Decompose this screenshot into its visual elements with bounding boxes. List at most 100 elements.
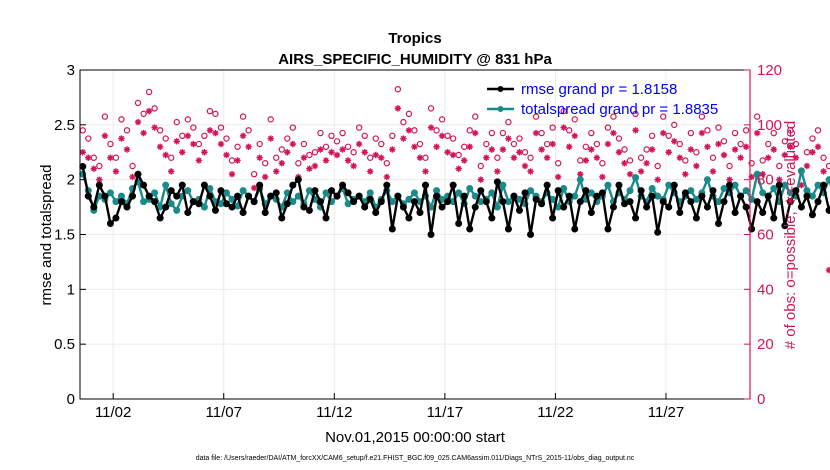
obs-possible-point <box>96 162 103 170</box>
obs-evaluated-point <box>278 160 285 167</box>
axes: 0 0.5 1 1.5 2 2.5 3 0 20 40 60 80 100 120 11/02 11/07 11… <box>54 62 782 421</box>
obs-evaluated-point <box>212 129 219 137</box>
obs-possible-point <box>427 105 435 112</box>
obs-evaluated-point <box>284 149 291 156</box>
obs-possible-point <box>510 140 518 148</box>
obs-evaluated-point <box>787 143 794 150</box>
rmse-point <box>234 192 242 200</box>
rmse-point <box>79 163 87 171</box>
y-tick-label-right: 0 <box>757 391 765 408</box>
obs-evaluated-point <box>411 143 418 150</box>
obs-evaluated-point <box>477 176 484 183</box>
obs-evaluated-point <box>693 162 700 170</box>
obs-possible-point <box>582 143 590 150</box>
obs-possible-point <box>267 116 274 123</box>
obs-evaluated-point <box>648 146 656 153</box>
rmse-point <box>510 192 518 200</box>
rmse-point <box>825 206 830 214</box>
obs-evaluated-point <box>510 154 518 161</box>
totalspread-point <box>632 173 640 181</box>
rmse-point <box>786 198 794 206</box>
obs-evaluated-point <box>814 143 822 150</box>
obs-possible-point <box>803 149 811 156</box>
obs-evaluated-point <box>621 160 628 167</box>
totalspread-point <box>200 203 208 211</box>
rmse-point <box>637 187 645 195</box>
obs-possible-point <box>85 135 92 142</box>
obs-possible-point <box>134 99 142 107</box>
obs-evaluated-point <box>201 149 208 156</box>
obs-possible-point <box>781 138 789 145</box>
obs-possible-point <box>449 135 457 142</box>
rmse-point <box>814 198 822 206</box>
obs-evaluated-point <box>129 173 136 181</box>
rmse-point <box>117 198 125 206</box>
rmse-point <box>615 181 623 189</box>
obs-possible-point <box>156 127 164 134</box>
obs-possible-point <box>648 132 656 139</box>
obs-evaluated-point <box>179 149 186 156</box>
y-tick-label-right: 100 <box>757 117 782 134</box>
rmse-point <box>294 176 302 184</box>
obs-evaluated-point <box>543 154 551 161</box>
totalspread-point <box>151 189 159 197</box>
obs-evaluated-point <box>709 168 717 175</box>
obs-evaluated-point <box>571 132 578 139</box>
obs-evaluated-point <box>85 154 92 161</box>
rmse-point <box>532 195 540 203</box>
rmse-point <box>466 225 474 233</box>
obs-evaluated-point <box>737 154 744 161</box>
rmse-point <box>803 192 811 200</box>
obs-evaluated-point <box>803 162 811 170</box>
y-tick-label-right: 120 <box>757 62 782 79</box>
obs-possible-point <box>328 132 335 139</box>
obs-evaluated-point <box>250 184 258 192</box>
obs-possible-point <box>444 132 451 139</box>
rmse-point <box>593 192 601 200</box>
obs-possible-point <box>151 105 158 112</box>
rmse-point <box>328 187 336 195</box>
obs-possible-point <box>759 157 766 164</box>
obs-evaluated-point <box>289 140 297 148</box>
rmse-point <box>245 192 253 200</box>
rmse-point <box>377 198 385 206</box>
obs-evaluated-point <box>118 135 125 142</box>
totalspread-point <box>184 187 192 195</box>
y-tick-label-right: 60 <box>757 227 774 244</box>
rmse-point <box>211 206 219 214</box>
rmse-point <box>604 225 612 233</box>
y-tick-label-right: 80 <box>757 172 774 189</box>
rmse-point <box>643 203 651 211</box>
rmse-point <box>598 189 606 197</box>
obs-evaluated-point <box>560 124 567 131</box>
obs-evaluated-point <box>416 154 424 161</box>
y-tick-label: 1 <box>67 281 75 298</box>
obs-possible-point <box>107 140 114 148</box>
totalspread-point <box>106 189 114 197</box>
obs-evaluated-point <box>687 146 695 153</box>
rmse-point <box>355 192 363 200</box>
rmse-point <box>665 203 673 211</box>
rmse-point <box>84 192 92 200</box>
obs-evaluated-point <box>223 151 230 159</box>
obs-possible-point <box>217 124 225 131</box>
x-tick-label: 11/02 <box>95 404 131 421</box>
obs-possible-point <box>129 162 136 170</box>
obs-possible-point <box>577 157 584 164</box>
rmse-point <box>106 220 114 228</box>
rmse-point <box>305 206 313 214</box>
obs-evaluated-point <box>156 143 164 150</box>
obs-possible-point <box>90 154 98 161</box>
rmse-point <box>112 214 120 222</box>
obs-evaluated-point <box>145 107 153 115</box>
rmse-point <box>173 192 181 200</box>
obs-possible-point <box>748 160 755 167</box>
obs-evaluated-point <box>273 168 280 175</box>
totalspread-point <box>797 167 805 175</box>
obs-evaluated-point <box>643 160 650 167</box>
obs-evaluated-point <box>206 127 214 134</box>
rmse-point <box>515 206 523 214</box>
obs-possible-point <box>588 129 595 137</box>
obs-possible-point <box>632 110 639 118</box>
obs-possible-point <box>709 154 717 161</box>
